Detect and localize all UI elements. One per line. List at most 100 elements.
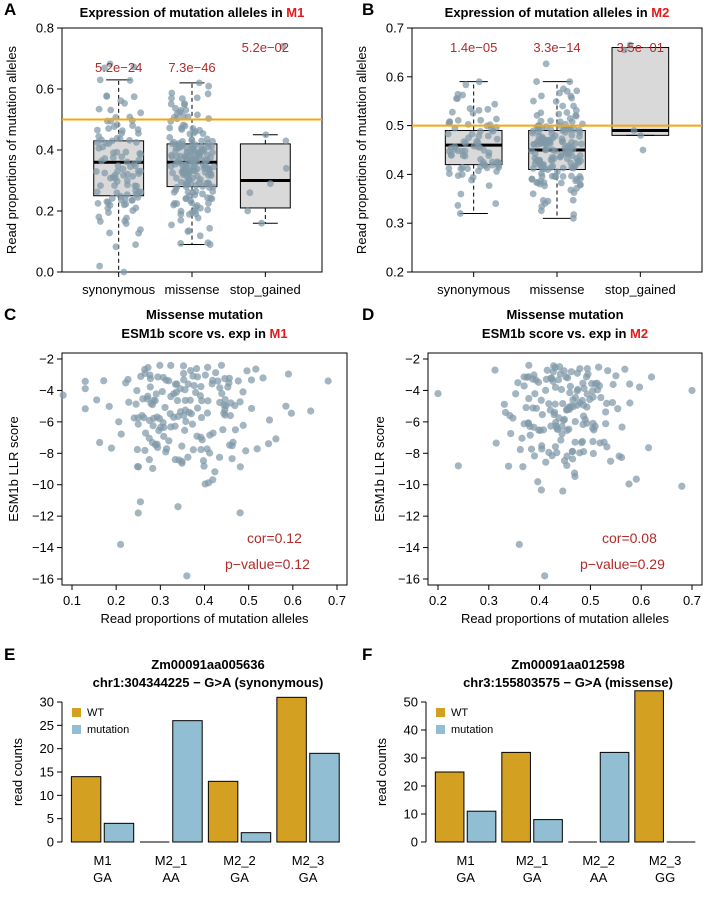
data-point bbox=[573, 369, 581, 377]
data-point bbox=[149, 422, 157, 430]
x-genotype-label: GG bbox=[655, 870, 675, 885]
data-point bbox=[182, 417, 190, 426]
data-point bbox=[492, 439, 500, 447]
data-point bbox=[172, 388, 180, 396]
data-point bbox=[178, 442, 186, 450]
y-tick-label: −16 bbox=[398, 572, 420, 587]
data-point bbox=[119, 165, 127, 173]
data-point bbox=[135, 156, 143, 164]
data-point bbox=[198, 137, 206, 145]
y-tick-label: 0.7 bbox=[386, 21, 404, 36]
data-point bbox=[129, 122, 137, 130]
data-point bbox=[199, 457, 208, 465]
data-point bbox=[458, 147, 466, 155]
data-point bbox=[93, 188, 101, 196]
data-point bbox=[168, 94, 175, 102]
data-point bbox=[589, 419, 597, 427]
data-point bbox=[141, 446, 149, 455]
data-point bbox=[198, 397, 206, 405]
data-point bbox=[198, 436, 206, 444]
data-point bbox=[192, 388, 200, 397]
data-point bbox=[464, 120, 472, 128]
data-point bbox=[570, 164, 577, 172]
data-point bbox=[109, 154, 117, 161]
box-stop_gained bbox=[239, 143, 291, 209]
data-point bbox=[573, 387, 581, 395]
data-point bbox=[518, 434, 526, 442]
data-point bbox=[568, 94, 576, 102]
bar-WT-M2_1 bbox=[501, 751, 531, 843]
y-tick-label: −8 bbox=[405, 446, 420, 461]
data-point bbox=[186, 167, 194, 175]
data-point bbox=[589, 437, 597, 446]
data-point bbox=[530, 452, 539, 460]
data-point bbox=[247, 404, 256, 413]
data-point bbox=[186, 176, 193, 183]
data-point bbox=[141, 429, 150, 437]
data-point bbox=[169, 169, 176, 177]
data-point bbox=[259, 374, 267, 382]
data-point bbox=[173, 200, 181, 207]
data-point bbox=[252, 365, 260, 373]
data-point bbox=[602, 408, 610, 416]
data-point bbox=[145, 456, 153, 464]
data-point bbox=[688, 386, 696, 395]
data-point bbox=[457, 190, 465, 198]
data-point bbox=[287, 409, 296, 417]
data-point bbox=[168, 140, 176, 148]
data-point bbox=[578, 439, 586, 447]
data-point bbox=[560, 457, 569, 465]
data-point bbox=[485, 182, 493, 190]
legend: WT mutation bbox=[72, 707, 129, 736]
data-point bbox=[217, 361, 226, 369]
data-point bbox=[551, 147, 559, 155]
data-point bbox=[96, 262, 104, 270]
data-point bbox=[205, 82, 213, 90]
data-point bbox=[527, 445, 536, 453]
y-tick-label: 10 bbox=[40, 788, 54, 803]
data-point bbox=[566, 389, 574, 397]
data-point bbox=[447, 152, 455, 159]
data-point bbox=[528, 175, 536, 183]
data-point bbox=[563, 405, 571, 414]
data-point bbox=[132, 138, 140, 146]
data-point bbox=[171, 104, 179, 112]
data-point bbox=[557, 385, 566, 394]
title-text: Expression of mutation alleles in bbox=[445, 5, 652, 20]
data-point bbox=[181, 101, 188, 109]
data-point bbox=[216, 384, 224, 392]
data-point bbox=[630, 127, 638, 134]
data-point bbox=[580, 447, 588, 456]
x-tick-label: stop_gained bbox=[230, 282, 301, 297]
legend-label: mutation bbox=[451, 724, 493, 736]
data-point bbox=[434, 389, 442, 398]
data-point bbox=[168, 89, 176, 97]
data-point bbox=[124, 170, 131, 178]
bar-WT-M2_3 bbox=[634, 690, 664, 843]
bar-WT-M2_2 bbox=[207, 780, 239, 843]
data-point bbox=[183, 572, 191, 580]
data-point bbox=[117, 430, 125, 438]
x-tick-label: 0.4 bbox=[531, 593, 549, 608]
data-point bbox=[572, 177, 579, 185]
data-point bbox=[534, 378, 543, 386]
data-point bbox=[167, 392, 175, 401]
data-point bbox=[552, 422, 560, 430]
data-point bbox=[162, 445, 171, 453]
data-point bbox=[205, 180, 213, 188]
data-point bbox=[173, 153, 181, 160]
data-point bbox=[475, 132, 483, 140]
data-point bbox=[112, 243, 120, 251]
x-tick-label: synonymous bbox=[437, 282, 510, 297]
data-point bbox=[530, 140, 538, 148]
data-point bbox=[123, 158, 131, 166]
y-tick-label: 0.3 bbox=[386, 216, 404, 231]
data-point bbox=[166, 124, 174, 132]
x-tick-label: missense bbox=[165, 282, 220, 297]
data-point bbox=[258, 219, 265, 227]
panel-title-line2: ESM1b score vs. exp in M2 bbox=[482, 326, 648, 341]
data-point bbox=[583, 390, 591, 398]
data-point bbox=[204, 206, 212, 214]
data-point bbox=[144, 392, 152, 400]
data-point bbox=[188, 143, 196, 151]
